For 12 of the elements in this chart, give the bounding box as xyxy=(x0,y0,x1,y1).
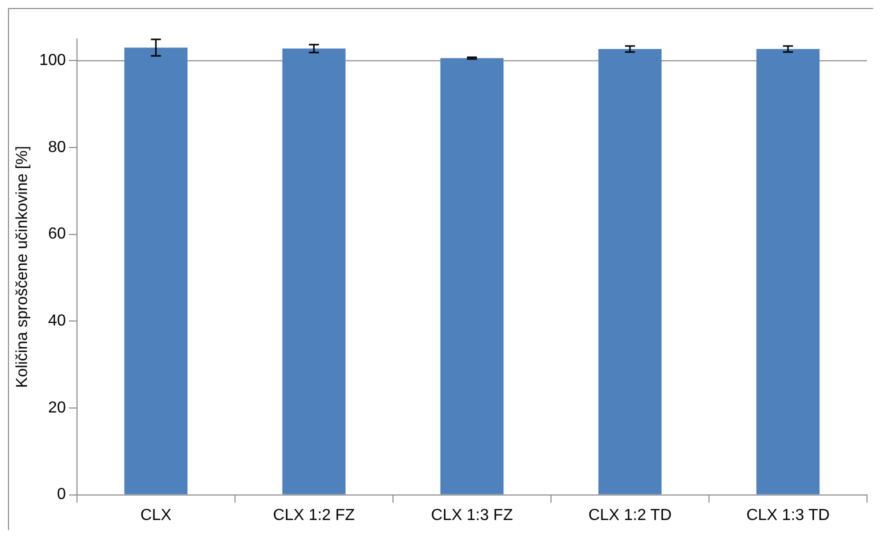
y-axis-title: Količina sproščene učinkovine [%] xyxy=(14,146,32,388)
x-tick-label: CLX 1:2 FZ xyxy=(273,506,356,524)
x-tick-label: CLX 1:3 FZ xyxy=(431,506,514,524)
y-tick-label: 20 xyxy=(48,399,66,416)
y-tick-label: 0 xyxy=(56,486,66,504)
x-tick-label: CLX 1:2 TD xyxy=(588,506,672,524)
x-tick-label: CLX 1:3 TD xyxy=(746,506,830,524)
y-tick-label: 40 xyxy=(48,312,66,330)
y-tick-label: 100 xyxy=(39,52,66,70)
y-tick-label: 80 xyxy=(48,138,66,156)
x-tick-label: CLX xyxy=(140,506,172,524)
y-tick-label: 60 xyxy=(48,226,66,243)
